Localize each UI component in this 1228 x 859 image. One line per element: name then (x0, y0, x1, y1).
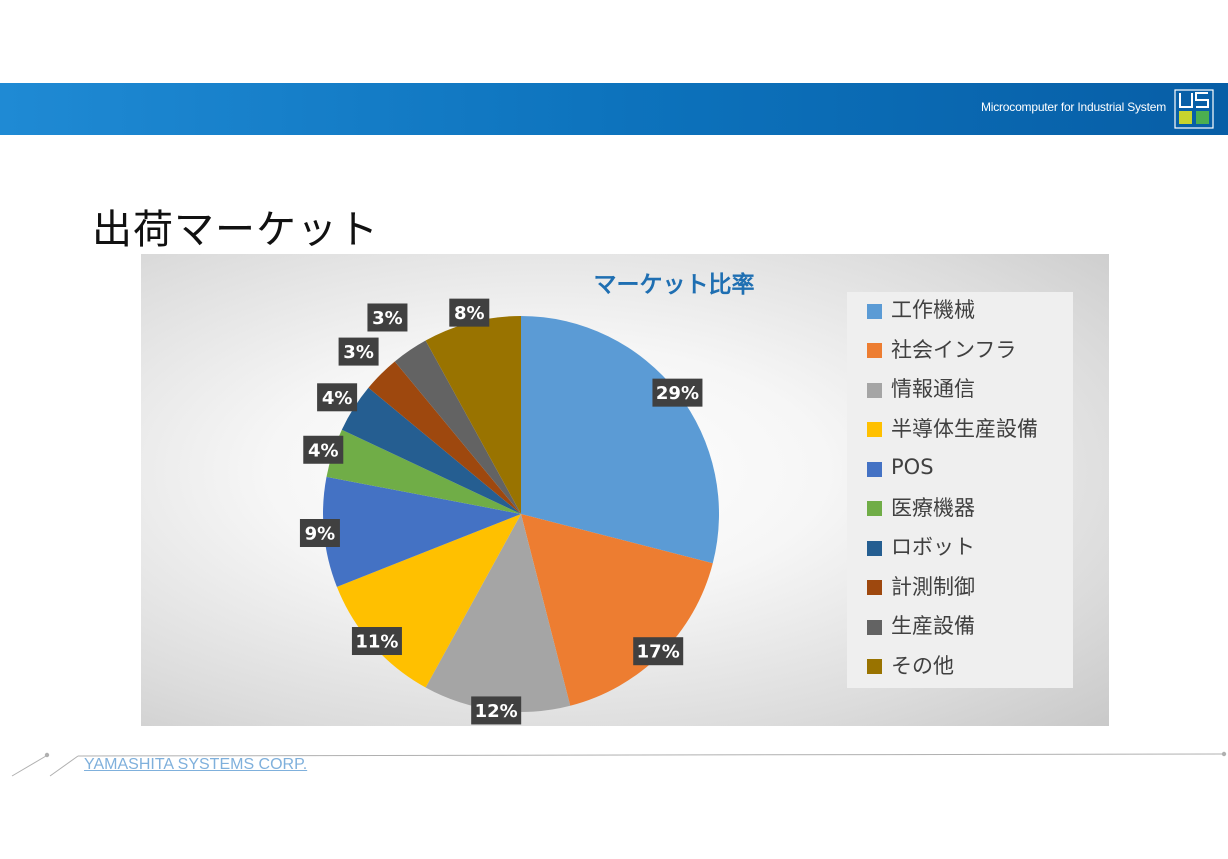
legend-swatch (867, 382, 882, 398)
data-label: 29% (652, 378, 703, 407)
legend-label: その他 (891, 653, 954, 678)
legend-label: 情報通信 (891, 377, 975, 401)
header-banner: Microcomputer for Industrial System (0, 83, 1228, 135)
pie-slice (425, 514, 571, 712)
data-label-box (338, 337, 379, 366)
legend-label: 計測制御 (891, 574, 975, 599)
data-label-text: 3% (372, 308, 403, 329)
data-label: 4% (303, 435, 344, 464)
legend-item: 工作機械 (867, 296, 975, 322)
legend-item: POS (867, 454, 934, 480)
data-label-text: 29% (656, 383, 699, 404)
data-label-text: 17% (637, 642, 680, 663)
data-label-text: 4% (308, 440, 339, 461)
company-link[interactable]: YAMASHITA SYSTEMS CORP. (84, 756, 308, 773)
legend-swatch (867, 580, 882, 595)
data-label: 3% (367, 303, 408, 332)
legend-item: その他 (867, 652, 954, 678)
data-label-box (317, 383, 358, 412)
data-label-box (351, 627, 402, 656)
chart-frame: 29% 17% 12% 11% 9% 4% 4% 3% 3% 8% マーケット比率 工作機械社会イ… (141, 254, 1109, 726)
legend-swatch (867, 619, 882, 635)
legend-swatch (867, 659, 882, 674)
pie-slice (323, 476, 521, 587)
banner-text: Microcomputer for Industrial System (980, 100, 1166, 114)
data-label-text: 3% (343, 342, 374, 363)
legend-swatch (867, 501, 882, 516)
pie-slice (521, 514, 713, 706)
chart-legend: 工作機械社会インフラ 情報通信半導体生産設備 POS 医療機器ロボット計測制御生産設備… (847, 292, 1073, 688)
legend-swatch (867, 343, 882, 358)
legend-swatch (867, 540, 882, 556)
legend-swatch (867, 422, 882, 437)
chart-title: マーケット比率 (594, 271, 755, 298)
legend-item: 計測制御 (867, 573, 975, 599)
legend-item: ロボット (867, 533, 975, 559)
data-label: 11% (351, 627, 402, 656)
data-label-box (299, 519, 340, 548)
data-label-text: 9% (305, 524, 336, 545)
data-label-box (652, 378, 703, 407)
legend-item: 情報通信 (867, 375, 975, 401)
data-label-box (449, 298, 490, 327)
legend-item: 生産設備 (867, 612, 975, 638)
legend-label: 社会インフラ (891, 337, 1017, 362)
legend-swatch (867, 461, 882, 477)
legend-item: 半導体生産設備 (867, 415, 1038, 441)
data-label-text: 12% (475, 701, 518, 722)
data-label: 12% (471, 696, 522, 725)
pie-slice (521, 316, 719, 564)
legend-label: 医療機器 (891, 495, 975, 520)
legend-label: POS (891, 455, 934, 479)
company-logo-icon (1174, 89, 1214, 129)
data-label-box (471, 696, 522, 725)
data-label: 17% (633, 637, 684, 666)
legend-label: 工作機械 (891, 298, 975, 322)
pie-slice (326, 429, 521, 514)
pie-slice (425, 316, 521, 514)
pie-slice (368, 361, 521, 514)
data-label: 4% (317, 383, 358, 412)
pie-slice (394, 340, 521, 514)
legend-item: 医療機器 (867, 494, 975, 520)
data-label-text: 4% (322, 388, 353, 409)
data-label-box (633, 637, 684, 666)
data-label-box (303, 435, 344, 464)
legend-label: 半導体生産設備 (891, 416, 1038, 441)
legend-label: 生産設備 (891, 614, 975, 638)
legend-label: ロボット (891, 535, 975, 559)
data-label-box (367, 303, 408, 332)
data-label-text: 8% (454, 303, 485, 324)
footer-decoration (11, 751, 1227, 777)
data-label: 9% (299, 519, 340, 548)
data-label: 3% (338, 337, 379, 366)
page-title: 出荷マーケット (92, 206, 379, 253)
data-label-text: 11% (355, 632, 398, 653)
legend-swatch (867, 303, 882, 319)
pie-chart: 29% 17% 12% 11% 9% 4% 4% 3% 3% 8% マーケット比率 (299, 271, 755, 725)
legend-item: 社会インフラ (867, 336, 1016, 362)
pie-slice (341, 387, 521, 514)
data-label: 8% (449, 298, 490, 327)
